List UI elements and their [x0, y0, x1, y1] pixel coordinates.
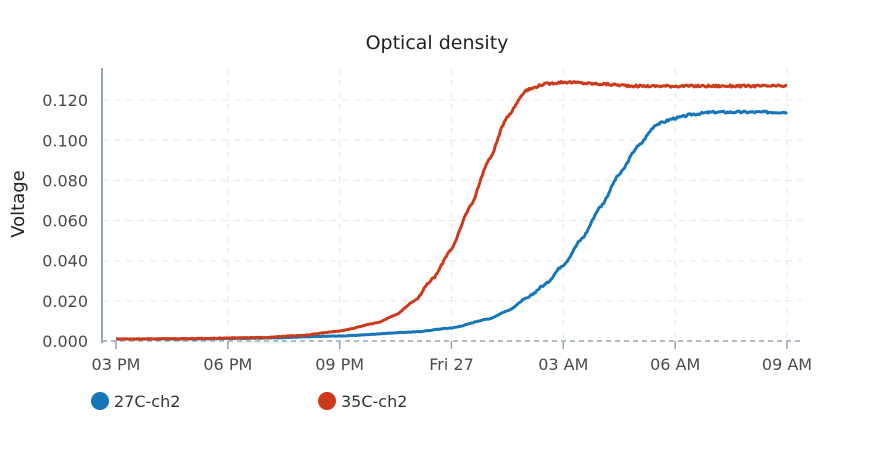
x-tick-label: Fri 27	[429, 355, 474, 374]
series-line-35C-ch2	[115, 79, 788, 341]
x-tick-label: 06 AM	[650, 355, 700, 374]
legend-marker	[318, 392, 336, 410]
legend-label: 35C-ch2	[341, 392, 407, 411]
y-tick-label: 0.100	[42, 131, 88, 150]
x-tick-label: 09 PM	[315, 355, 364, 374]
y-tick-label: 0.060	[42, 212, 88, 231]
legend[interactable]: 27C-ch2 35C-ch2	[91, 392, 407, 411]
legend-item-35C-ch2[interactable]: 35C-ch2	[318, 392, 407, 411]
chart-title: Optical density	[366, 32, 509, 54]
legend-label: 27C-ch2	[114, 392, 180, 411]
y-axis-label: Voltage	[8, 170, 29, 238]
axes: 0.000 0.020 0.040 0.060 0.080 0.100 0.120 03 PM…	[42, 68, 812, 374]
legend-item-27C-ch2[interactable]: 27C-ch2	[91, 392, 180, 411]
series-layer	[115, 79, 789, 341]
x-tick-label: 09 AM	[762, 355, 812, 374]
x-tick-label: 03 AM	[538, 355, 588, 374]
grid	[102, 68, 802, 341]
y-tick-label: 0.000	[42, 332, 88, 351]
y-tick-label: 0.040	[42, 252, 88, 271]
x-tick-label: 03 PM	[92, 355, 141, 374]
y-tick-label: 0.080	[42, 171, 88, 190]
x-tick-label: 06 PM	[203, 355, 252, 374]
y-tick-label: 0.020	[42, 292, 88, 311]
legend-marker	[91, 392, 109, 410]
y-tick-label: 0.120	[42, 91, 88, 110]
